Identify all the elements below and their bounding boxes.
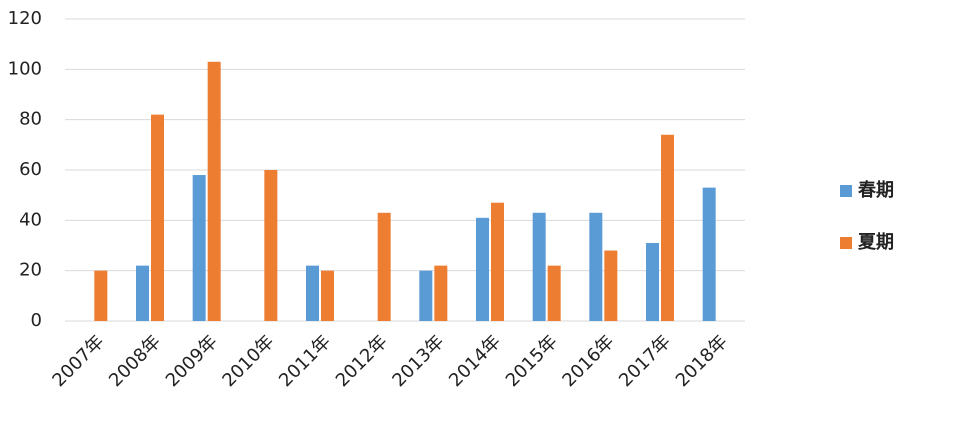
bar [702,187,716,321]
x-tick-label: 2013年 [388,331,448,391]
bar [94,270,108,321]
bar [476,217,489,321]
bar [306,265,319,321]
bar [151,114,164,321]
bar [321,270,334,321]
bar [604,250,618,321]
x-tick-label: 2012年 [332,331,392,391]
x-tick-label: 2009年 [162,331,222,391]
bar [547,265,561,321]
bar [491,202,504,321]
bar [192,175,206,321]
legend-label: 夏期 [858,232,894,253]
y-tick-label: 80 [19,109,42,130]
x-tick-label: 2017年 [615,331,675,391]
bar [661,134,674,321]
x-tick-label: 2008年 [105,331,165,391]
y-tick-label: 40 [19,209,42,230]
y-tick-label: 60 [19,159,42,180]
x-tick-label: 2007年 [48,331,108,391]
bar [532,212,546,321]
y-tick-label: 20 [19,260,42,281]
bar [264,170,278,321]
bar [646,242,659,321]
legend-swatch [840,237,852,249]
bar [419,270,433,321]
x-tick-label: 2014年 [445,331,505,391]
legend-swatch [840,185,852,197]
bar [434,265,448,321]
bar [136,265,149,321]
y-tick-label: 100 [8,58,42,79]
bar [377,212,391,321]
x-tick-label: 2018年 [672,331,732,391]
x-tick-label: 2011年 [275,331,335,391]
y-tick-label: 0 [31,310,42,331]
x-tick-label: 2015年 [502,331,562,391]
x-tick-label: 2016年 [558,331,618,391]
bar [589,212,603,321]
legend-label: 春期 [858,179,894,201]
x-tick-label: 2010年 [218,331,278,391]
bar [207,61,221,322]
y-tick-label: 120 [8,8,42,29]
